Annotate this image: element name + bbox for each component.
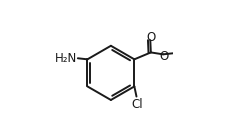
- Text: H₂N: H₂N: [55, 52, 77, 65]
- Text: O: O: [159, 50, 168, 63]
- Text: O: O: [146, 31, 155, 44]
- Text: Cl: Cl: [131, 98, 143, 111]
